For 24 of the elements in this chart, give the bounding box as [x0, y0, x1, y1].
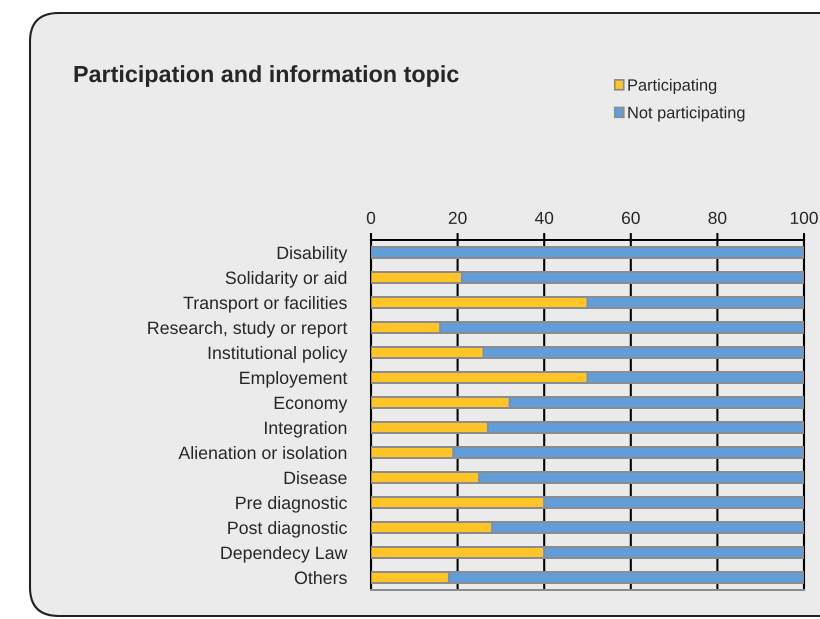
bar [371, 246, 804, 259]
y-tick-label: Employement [240, 371, 348, 388]
x-tick-label: 20 [448, 212, 467, 224]
x-tick-label: 80 [708, 212, 726, 224]
chart-title: Participation and information topic [74, 65, 459, 87]
y-tick-label: Research, study or report [148, 321, 348, 338]
y-tick-label: Disease [284, 471, 347, 484]
y-tick-label: Pre diagnostic [236, 496, 347, 513]
y-tick-label: Transport or facilities [183, 296, 347, 313]
x-tick-label: 40 [534, 212, 554, 224]
legend-label: Participating [628, 78, 716, 94]
y-tick-label: Others [294, 571, 347, 584]
y-tick-label: Disability [278, 246, 348, 263]
y-tick-label: Dependecy Law [221, 546, 348, 563]
legend-label: Not participating [628, 106, 744, 122]
y-tick-label: Integration [265, 421, 346, 438]
x-tick-label: 0 [366, 212, 376, 224]
y-tick-label: Institutional policy [208, 346, 348, 363]
y-tick-label: Post diagnostic [228, 521, 347, 538]
y-tick-label: Alienation or isolation [178, 446, 346, 460]
x-tick-label: 60 [622, 212, 640, 224]
y-tick-label: Solidarity or aid [226, 271, 346, 288]
y-tick-label: Economy [274, 396, 348, 413]
x-tick-label: 100 [790, 212, 818, 224]
